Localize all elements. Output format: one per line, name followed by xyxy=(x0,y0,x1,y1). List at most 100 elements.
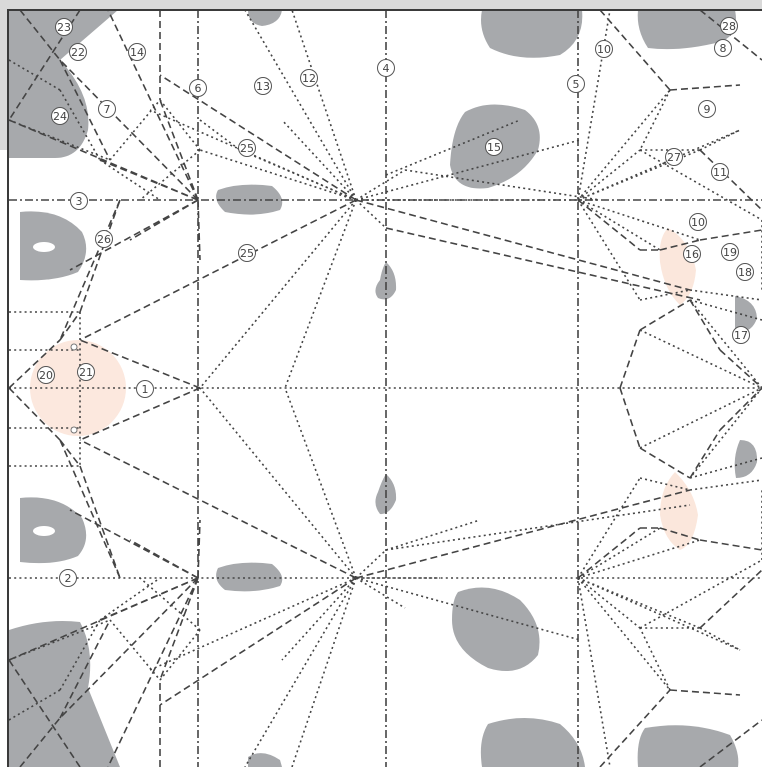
step-label-9: 9 xyxy=(698,100,716,118)
step-label-23: 23 xyxy=(55,18,73,36)
crease-line xyxy=(99,159,161,201)
step-label-text: 19 xyxy=(723,246,737,259)
step-label-text: 8 xyxy=(720,42,727,55)
top-frame-bar xyxy=(0,0,762,10)
crease-line xyxy=(404,169,601,201)
crease-line xyxy=(639,299,691,331)
step-label-text: 18 xyxy=(738,266,752,279)
left-frame-edge xyxy=(7,10,9,767)
crease-line xyxy=(699,9,762,61)
crease-line xyxy=(577,527,641,579)
step-label-ring xyxy=(595,40,613,58)
step-label-text: 1 xyxy=(142,383,149,396)
step-label-10: 10 xyxy=(595,40,613,58)
crease-line xyxy=(699,569,762,629)
blob-bottom-center-right xyxy=(452,587,540,672)
crease-line xyxy=(577,199,641,251)
step-label-ring xyxy=(721,243,739,261)
crease-line xyxy=(659,239,701,251)
step-label-text: 10 xyxy=(597,43,611,56)
crease-lines-layer xyxy=(8,9,762,767)
hole-lower xyxy=(33,526,55,536)
step-label-7: 7 xyxy=(98,100,116,118)
star-crease xyxy=(355,489,691,579)
fan-crease xyxy=(197,199,201,261)
crease-line xyxy=(669,84,741,91)
crease-line xyxy=(689,289,762,301)
crease-line xyxy=(159,99,201,151)
crease-line xyxy=(699,719,762,767)
step-label-ring xyxy=(567,75,585,93)
star-crease xyxy=(355,169,406,201)
crease-line xyxy=(639,89,671,151)
step-label-25: 25 xyxy=(238,244,256,262)
step-label-text: 4 xyxy=(383,62,390,75)
step-label-ring xyxy=(128,43,146,61)
step-label-ring xyxy=(254,77,272,95)
star-crease xyxy=(159,577,357,706)
highlight-16 xyxy=(659,228,696,305)
step-label-ring xyxy=(300,69,318,87)
step-label-11: 11 xyxy=(711,163,729,181)
step-label-text: 12 xyxy=(302,72,316,85)
crease-line xyxy=(699,229,762,241)
fan-crease xyxy=(577,577,671,691)
step-label-text: 26 xyxy=(97,233,111,246)
crease-line xyxy=(689,299,721,351)
fan-crease xyxy=(577,199,641,301)
crease-line xyxy=(719,349,762,389)
step-label-ring xyxy=(69,43,87,61)
top-frame-edge xyxy=(7,9,762,11)
blob-right-17 xyxy=(735,296,757,333)
fan-crease xyxy=(577,577,741,651)
star-crease xyxy=(284,199,357,389)
step-label-text: 6 xyxy=(195,82,202,95)
crease-line xyxy=(199,119,241,151)
fan-crease xyxy=(159,577,199,681)
step-label-text: 15 xyxy=(487,141,501,154)
crease-line xyxy=(689,299,762,321)
step-label-text: 9 xyxy=(704,103,711,116)
step-label-ring xyxy=(77,363,95,381)
crease-line xyxy=(59,59,111,161)
crease-line xyxy=(59,619,111,719)
crease-line xyxy=(109,619,161,681)
fan-crease xyxy=(159,99,199,201)
step-label-22: 22 xyxy=(69,43,87,61)
fan-crease xyxy=(577,577,611,767)
blob-top-center-right xyxy=(481,10,583,58)
step-label-text: 22 xyxy=(71,46,85,59)
crease-line xyxy=(639,447,691,479)
step-label-26: 26 xyxy=(95,230,113,248)
fan-crease xyxy=(577,539,701,579)
star-crease xyxy=(355,139,581,201)
step-label-ring xyxy=(59,569,77,587)
star-crease xyxy=(244,577,357,767)
crease-line xyxy=(699,627,741,651)
step-label-ring xyxy=(732,326,750,344)
step-label-ring xyxy=(377,59,395,77)
step-label-12: 12 xyxy=(300,69,318,87)
step-label-28: 28 xyxy=(720,17,738,35)
crease-line xyxy=(689,479,762,491)
fan-crease xyxy=(129,539,199,579)
crease-line xyxy=(699,539,762,551)
blob-top-small xyxy=(248,10,282,26)
step-label-ring xyxy=(485,138,503,156)
crease-line xyxy=(689,387,762,479)
step-label-text: 14 xyxy=(130,46,144,59)
crease-line xyxy=(639,627,671,691)
star-crease xyxy=(199,199,357,389)
crease-line xyxy=(619,329,641,389)
star-crease xyxy=(355,549,387,579)
crease-line xyxy=(59,439,81,467)
star-crease xyxy=(79,199,357,341)
step-label-ring xyxy=(51,107,69,125)
crease-line xyxy=(639,329,762,389)
star-crease xyxy=(281,577,357,661)
step-label-text: 21 xyxy=(79,366,93,379)
step-label-text: 17 xyxy=(734,329,748,342)
fan-crease xyxy=(129,199,199,241)
step-label-text: 16 xyxy=(685,248,699,261)
